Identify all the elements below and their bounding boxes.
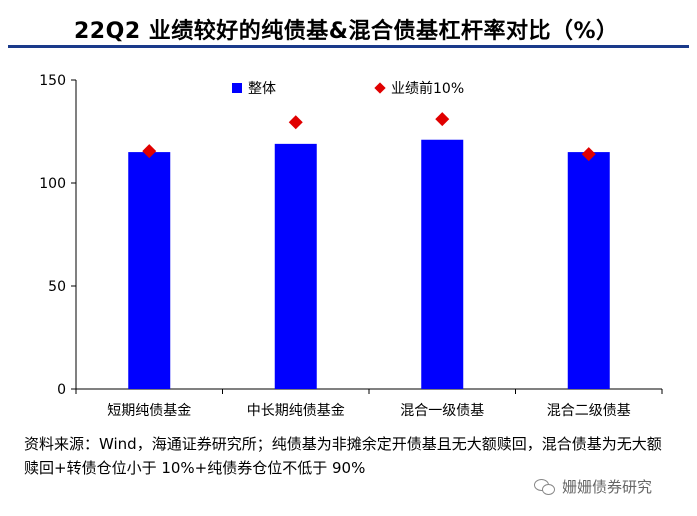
marker-top10 (288, 115, 303, 130)
watermark: 姗姗债券研究 (534, 476, 652, 497)
marker-top10 (581, 147, 596, 162)
bar-overall (274, 143, 317, 389)
watermark-text: 姗姗债券研究 (562, 478, 653, 496)
bar-overall (128, 152, 171, 389)
chart-title: 22Q2 业绩较好的纯债基&混合债基杠杆率对比（%） (74, 19, 619, 44)
legend-square-swatch (232, 83, 242, 93)
legend-label-top10: 业绩前10% (391, 81, 465, 97)
legend-item-overall: 整体 (232, 78, 276, 98)
bar-overall (567, 152, 610, 389)
y-tick-label: 0 (57, 382, 66, 398)
x-category-label: 混合二级债基 (547, 402, 631, 419)
y-tick-label: 150 (39, 73, 66, 89)
y-tick-label: 100 (39, 176, 66, 192)
marker-top10 (435, 112, 450, 127)
legend-label-overall: 整体 (248, 81, 276, 97)
bar-overall (421, 139, 464, 389)
bar-chart: 0 50 100 150 短期纯债基金 中长期纯债基金 混合一级债基 混合二级债基 (39, 73, 663, 419)
x-category-label: 中长期纯债基金 (247, 402, 345, 419)
y-tick-label: 50 (48, 279, 66, 295)
legend-item-top10: 业绩前10% (374, 78, 465, 98)
wechat-icon (534, 478, 556, 495)
source-note: 资料来源：Wind，海通证券研究所；纯债基为非摊余定开债基且无大额赎回，混合债基… (24, 435, 662, 477)
x-category-label: 短期纯债基金 (107, 402, 191, 419)
x-category-label: 混合一级债基 (400, 402, 484, 419)
legend-diamond-swatch (374, 82, 386, 94)
title-bar: 22Q2 业绩较好的纯债基&混合债基杠杆率对比（%） (8, 8, 689, 48)
marker-top10 (142, 144, 157, 159)
